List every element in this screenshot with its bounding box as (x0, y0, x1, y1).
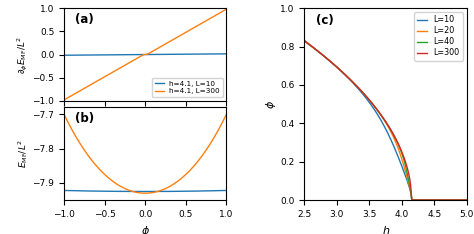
h=4.1, L=300 (140, 54, 146, 56)
X-axis label: $h$: $h$ (382, 224, 390, 234)
Line: L=40: L=40 (304, 41, 467, 200)
L=300 (443, 199, 449, 201)
L=20 (364, 96, 370, 99)
L=20 (371, 104, 377, 107)
L=10 (301, 39, 307, 42)
L=40 (371, 104, 377, 107)
L=40 (330, 62, 336, 65)
L=300 (301, 39, 307, 42)
h=4.1, L=300 (219, 11, 225, 13)
L=40 (301, 39, 307, 42)
L=300 (364, 95, 370, 98)
Text: (b): (b) (75, 112, 94, 125)
Line: h=4.1, L=10: h=4.1, L=10 (64, 54, 227, 55)
Line: L=300: L=300 (304, 41, 467, 200)
L=10 (461, 199, 466, 201)
h=4.1, L=300 (219, 11, 225, 13)
Y-axis label: $\phi$: $\phi$ (264, 100, 278, 109)
Line: L=10: L=10 (304, 41, 467, 200)
L=20 (443, 199, 449, 201)
L=20 (464, 199, 470, 201)
h=4.1, L=300 (69, 94, 75, 97)
h=4.1, L=10 (136, 53, 142, 56)
L=300 (464, 199, 470, 201)
Line: L=20: L=20 (304, 41, 467, 200)
Legend: h=4.1, L=10, h=4.1, L=300: h=4.1, L=10, h=4.1, L=300 (152, 78, 223, 97)
h=4.1, L=10 (69, 54, 75, 57)
L=300 (371, 104, 377, 107)
L=300 (330, 62, 336, 65)
L=40 (464, 199, 470, 201)
L=20 (320, 54, 326, 57)
h=4.1, L=300 (136, 56, 142, 59)
L=40 (320, 54, 326, 57)
Line: h=4.1, L=300: h=4.1, L=300 (64, 9, 227, 100)
L=10 (464, 199, 470, 201)
L=40 (409, 199, 415, 201)
L=40 (443, 199, 449, 201)
h=4.1, L=10 (219, 52, 225, 55)
L=10 (443, 199, 449, 201)
L=40 (461, 199, 466, 201)
L=10 (364, 98, 370, 100)
Y-axis label: $E_{\rm MF}/L^2$: $E_{\rm MF}/L^2$ (16, 139, 29, 168)
h=4.1, L=10 (224, 52, 229, 55)
h=4.1, L=10 (219, 52, 225, 55)
L=10 (371, 107, 377, 110)
L=10 (409, 199, 415, 201)
L=300 (320, 54, 326, 57)
h=4.1, L=10 (61, 54, 67, 57)
h=4.1, L=10 (140, 53, 146, 56)
h=4.1, L=10 (189, 53, 195, 55)
L=20 (409, 199, 415, 201)
h=4.1, L=300 (224, 8, 229, 11)
h=4.1, L=300 (61, 99, 67, 101)
h=4.1, L=300 (189, 27, 195, 30)
Y-axis label: $\partial_\phi E_{\rm MF}/L^2$: $\partial_\phi E_{\rm MF}/L^2$ (15, 35, 29, 74)
L=20 (301, 39, 307, 42)
L=10 (320, 54, 326, 57)
L=300 (461, 199, 466, 201)
L=20 (330, 62, 336, 65)
L=40 (364, 95, 370, 98)
Text: (a): (a) (75, 13, 94, 26)
L=10 (330, 62, 336, 65)
L=20 (461, 199, 466, 201)
Text: (c): (c) (316, 14, 334, 27)
L=300 (409, 199, 415, 201)
X-axis label: $\phi$: $\phi$ (141, 224, 150, 234)
Legend: L=10, L=20, L=40, L=300: L=10, L=20, L=40, L=300 (414, 12, 463, 61)
